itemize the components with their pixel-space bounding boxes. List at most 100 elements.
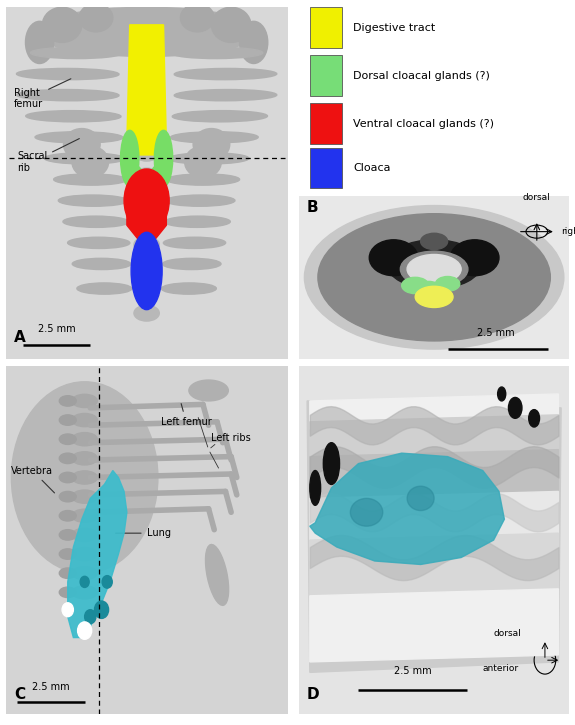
- Ellipse shape: [134, 123, 159, 138]
- Circle shape: [94, 601, 109, 618]
- Ellipse shape: [121, 130, 139, 186]
- Ellipse shape: [58, 195, 128, 207]
- Ellipse shape: [17, 68, 119, 80]
- Ellipse shape: [163, 237, 225, 249]
- Ellipse shape: [134, 54, 159, 70]
- Ellipse shape: [435, 276, 460, 291]
- Text: Dorsal cloacal glands (?): Dorsal cloacal glands (?): [353, 70, 490, 80]
- Ellipse shape: [26, 111, 121, 122]
- Ellipse shape: [193, 128, 230, 160]
- Polygon shape: [307, 401, 561, 672]
- Ellipse shape: [415, 286, 453, 307]
- Text: B: B: [307, 200, 319, 215]
- Ellipse shape: [25, 21, 53, 64]
- Text: Sacral
rib: Sacral rib: [17, 138, 79, 173]
- Ellipse shape: [59, 492, 76, 502]
- Ellipse shape: [35, 132, 123, 143]
- Ellipse shape: [59, 434, 76, 444]
- Ellipse shape: [59, 453, 76, 463]
- Ellipse shape: [34, 7, 259, 57]
- Circle shape: [62, 602, 74, 617]
- Ellipse shape: [134, 283, 159, 298]
- Text: 2.5 mm: 2.5 mm: [477, 328, 515, 338]
- Ellipse shape: [323, 443, 339, 484]
- Ellipse shape: [72, 258, 131, 270]
- Polygon shape: [310, 533, 558, 617]
- Polygon shape: [310, 394, 558, 428]
- Ellipse shape: [162, 283, 216, 294]
- Ellipse shape: [72, 471, 97, 484]
- Ellipse shape: [134, 145, 159, 161]
- Ellipse shape: [181, 4, 214, 32]
- Ellipse shape: [72, 547, 97, 560]
- Circle shape: [102, 576, 112, 588]
- Polygon shape: [310, 453, 504, 565]
- Ellipse shape: [59, 415, 76, 426]
- Ellipse shape: [59, 530, 76, 540]
- Ellipse shape: [172, 111, 267, 122]
- FancyBboxPatch shape: [310, 104, 342, 144]
- Ellipse shape: [59, 568, 76, 579]
- Ellipse shape: [59, 396, 76, 406]
- Ellipse shape: [189, 380, 228, 401]
- Ellipse shape: [310, 471, 321, 505]
- Ellipse shape: [59, 472, 76, 483]
- Ellipse shape: [407, 254, 461, 284]
- Circle shape: [80, 576, 89, 587]
- Ellipse shape: [72, 452, 97, 465]
- Ellipse shape: [166, 174, 240, 185]
- Circle shape: [78, 622, 91, 639]
- Ellipse shape: [350, 498, 383, 526]
- Ellipse shape: [174, 89, 277, 101]
- Polygon shape: [310, 589, 558, 662]
- Ellipse shape: [154, 130, 172, 186]
- Ellipse shape: [72, 433, 97, 446]
- Ellipse shape: [12, 382, 158, 573]
- Ellipse shape: [72, 146, 109, 178]
- Ellipse shape: [72, 586, 97, 599]
- Ellipse shape: [68, 237, 130, 249]
- Ellipse shape: [134, 99, 159, 115]
- Ellipse shape: [212, 7, 251, 42]
- Ellipse shape: [170, 132, 258, 143]
- Text: 2.5 mm: 2.5 mm: [394, 666, 431, 676]
- Text: dorsal: dorsal: [523, 194, 551, 202]
- Ellipse shape: [134, 236, 159, 252]
- Ellipse shape: [134, 31, 159, 47]
- Polygon shape: [127, 176, 166, 239]
- Ellipse shape: [72, 509, 97, 523]
- Ellipse shape: [134, 214, 159, 230]
- Ellipse shape: [134, 77, 159, 93]
- FancyBboxPatch shape: [310, 148, 342, 188]
- Text: Left femur: Left femur: [161, 404, 212, 427]
- Ellipse shape: [450, 240, 499, 276]
- Ellipse shape: [131, 232, 162, 310]
- Ellipse shape: [171, 47, 263, 59]
- Text: Cloaca: Cloaca: [353, 163, 390, 173]
- Text: Right
femur: Right femur: [14, 79, 71, 109]
- Polygon shape: [68, 471, 127, 637]
- Ellipse shape: [151, 165, 165, 186]
- Ellipse shape: [59, 510, 76, 521]
- Ellipse shape: [400, 252, 468, 287]
- Ellipse shape: [59, 549, 76, 559]
- Ellipse shape: [72, 529, 97, 542]
- Ellipse shape: [72, 566, 97, 580]
- Ellipse shape: [418, 281, 439, 293]
- Ellipse shape: [59, 587, 76, 597]
- Ellipse shape: [72, 490, 97, 503]
- Ellipse shape: [79, 4, 113, 32]
- Text: dorsal: dorsal: [493, 629, 522, 637]
- Text: D: D: [307, 687, 320, 702]
- Ellipse shape: [185, 146, 221, 178]
- Text: Lung: Lung: [116, 529, 171, 538]
- FancyBboxPatch shape: [310, 55, 342, 96]
- Text: Digestive tract: Digestive tract: [353, 22, 435, 33]
- Text: A: A: [14, 330, 26, 345]
- Ellipse shape: [166, 195, 235, 207]
- Text: Vertebra: Vertebra: [12, 465, 55, 493]
- Ellipse shape: [205, 544, 229, 605]
- Ellipse shape: [128, 165, 143, 186]
- Ellipse shape: [53, 174, 127, 185]
- Polygon shape: [127, 25, 166, 155]
